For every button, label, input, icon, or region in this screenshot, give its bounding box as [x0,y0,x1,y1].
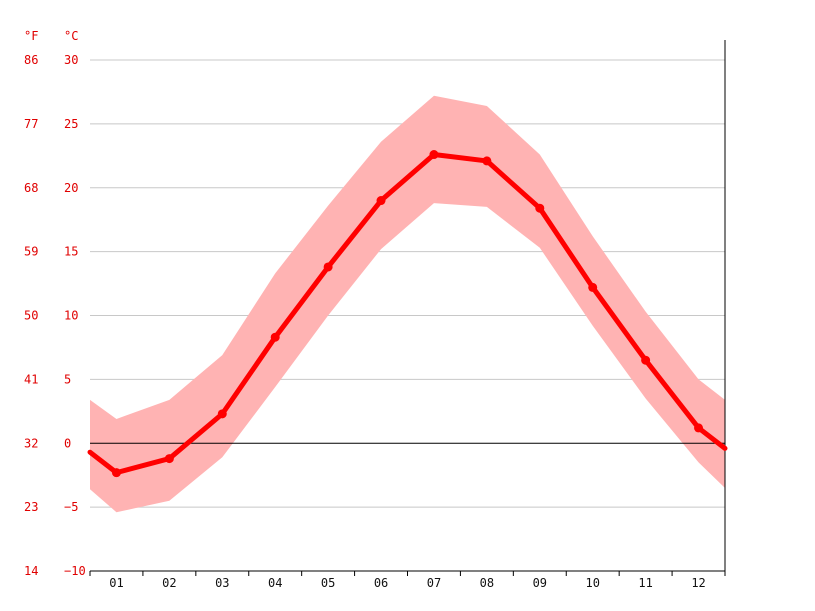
y-tick-label-fahrenheit: 50 [24,309,38,323]
x-tick-label: 11 [638,576,652,590]
average-temperature-points [111,150,704,478]
month-tick-labels: 01 02 03 04 05 06 07 08 09 10 11 12 [109,576,706,590]
y-tick-label-fahrenheit: 14 [24,564,38,578]
data-point [217,409,227,419]
axes [89,40,726,576]
celsius-tick-labels: 30 25 20 15 10 5 0 −5 −10 [64,53,86,578]
x-tick-label: 08 [480,576,494,590]
x-tick-label: 12 [691,576,705,590]
y-tick-label-celsius: 5 [64,372,71,386]
data-point [482,156,492,166]
y-tick-label-celsius: 20 [64,181,78,195]
y-tick-label-fahrenheit: 77 [24,117,38,131]
y-tick-label-fahrenheit: 86 [24,53,38,67]
x-tick-label: 05 [321,576,335,590]
y-tick-label-celsius: −5 [64,500,78,514]
data-point [641,355,651,365]
x-tick-label: 04 [268,576,282,590]
y-tick-label-fahrenheit: 41 [24,372,38,386]
y-tick-label-fahrenheit: 59 [24,245,38,259]
x-tick-label: 10 [585,576,599,590]
x-tick-label: 03 [215,576,229,590]
x-tick-label: 01 [109,576,123,590]
fahrenheit-unit-label: °F [24,29,38,43]
x-tick-label: 02 [162,576,176,590]
data-point [323,262,333,272]
data-point [535,203,545,213]
y-tick-label-celsius: 10 [64,309,78,323]
y-tick-label-celsius: 25 [64,117,78,131]
average-temperature-polyline [87,152,728,476]
fahrenheit-tick-labels: 86 77 68 59 50 41 32 23 14 [24,53,38,578]
data-point [111,468,121,478]
data-point [588,282,598,292]
data-point [429,150,439,160]
y-tick-label-celsius: 0 [64,436,71,450]
y-tick-label-celsius: 30 [64,53,78,67]
y-tick-label-celsius: 15 [64,245,78,259]
celsius-unit-label: °C [64,29,78,43]
average-temperature-line [87,152,728,476]
y-tick-label-celsius: −10 [64,564,86,578]
data-point [164,454,174,464]
x-tick-label: 07 [427,576,441,590]
data-point [694,423,704,433]
y-tick-label-fahrenheit: 68 [24,181,38,195]
y-tick-label-fahrenheit: 32 [24,436,38,450]
temperature-range-band-shape [90,95,725,513]
y-tick-label-fahrenheit: 23 [24,500,38,514]
data-point [376,196,386,206]
x-tick-label: 09 [533,576,547,590]
data-point [270,332,280,342]
x-tick-label: 06 [374,576,388,590]
temperature-range-band [90,95,725,513]
